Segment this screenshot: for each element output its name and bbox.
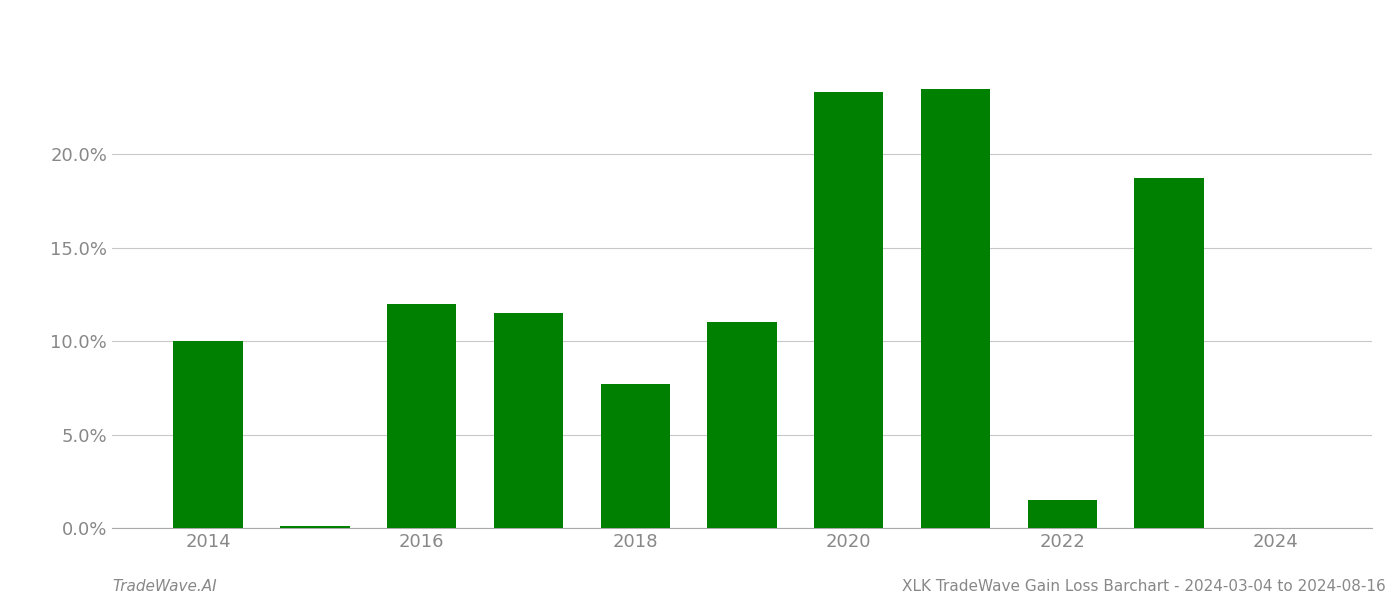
- Bar: [813, 92, 883, 528]
- Bar: [494, 313, 563, 528]
- Text: XLK TradeWave Gain Loss Barchart - 2024-03-04 to 2024-08-16: XLK TradeWave Gain Loss Barchart - 2024-…: [902, 579, 1386, 594]
- Bar: [280, 526, 350, 528]
- Bar: [1028, 500, 1098, 528]
- Text: TradeWave.AI: TradeWave.AI: [112, 579, 217, 594]
- Bar: [1134, 178, 1204, 528]
- Bar: [386, 304, 456, 528]
- Bar: [707, 322, 777, 528]
- Bar: [921, 89, 990, 528]
- Bar: [174, 341, 242, 528]
- Bar: [601, 384, 671, 528]
